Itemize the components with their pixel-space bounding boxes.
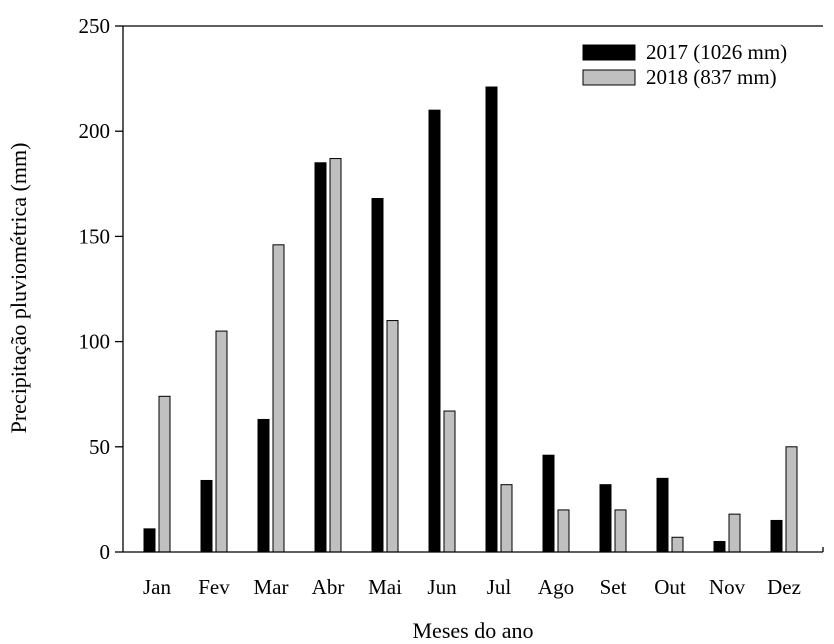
legend-label: 2017 (1026 mm) xyxy=(646,40,787,64)
bar-s1-out xyxy=(656,477,669,553)
x-tick-label: Dez xyxy=(767,575,801,599)
x-tick-label: Mar xyxy=(254,575,289,599)
bar-s1-jul xyxy=(485,86,498,553)
x-tick-label: Jun xyxy=(427,575,457,599)
bar-s1-abr xyxy=(314,162,327,553)
bar-s2-jan xyxy=(158,395,171,553)
x-tick-label: Fev xyxy=(198,575,230,599)
bar-s1-nov xyxy=(713,540,726,553)
bar-s1-dez xyxy=(770,519,783,553)
bar-s2-dez xyxy=(785,446,798,553)
y-tick-label: 150 xyxy=(79,224,111,248)
bar-s1-ago xyxy=(542,454,555,553)
x-tick-label: Jul xyxy=(487,575,512,599)
bar-s1-jun xyxy=(428,109,441,553)
y-axis-title: Precipitação pluviométrica (mm) xyxy=(6,143,31,434)
bar-s1-jan xyxy=(143,528,156,553)
bar-s1-set xyxy=(599,484,612,553)
legend-swatch xyxy=(582,69,636,86)
bar-s1-mai xyxy=(371,198,384,553)
x-tick-label: Jan xyxy=(143,575,171,599)
bar-s2-fev xyxy=(215,330,228,553)
bar-s2-jun xyxy=(443,410,456,553)
bar-s2-nov xyxy=(728,513,741,553)
bar-s2-set xyxy=(614,509,627,553)
x-tick-label: Abr xyxy=(312,575,345,599)
y-tick-label: 200 xyxy=(79,119,111,143)
legend: 2017 (1026 mm)2018 (837 mm) xyxy=(582,40,787,89)
x-tick-label: Nov xyxy=(709,575,746,599)
bar-s1-fev xyxy=(200,479,213,553)
bar-s2-mar xyxy=(272,244,285,553)
legend-swatch xyxy=(582,44,636,61)
x-tick-label: Ago xyxy=(538,575,574,599)
x-tick-label: Set xyxy=(600,575,627,599)
axes-layer: 0 50 100 150 200 250 Jan Fev Mar Abr Mai Jun Jul Ago S… xyxy=(79,14,824,599)
bar-s1-mar xyxy=(257,418,270,553)
bars-layer xyxy=(143,86,798,553)
bar-s2-abr xyxy=(329,158,342,553)
y-tick-label: 0 xyxy=(100,540,111,564)
y-tick-label: 100 xyxy=(79,330,111,354)
y-tick-label: 50 xyxy=(89,435,110,459)
y-tick-label: 250 xyxy=(79,14,111,38)
bar-s2-jul xyxy=(500,484,513,553)
bar-s2-ago xyxy=(557,509,570,553)
bar-s2-mai xyxy=(386,320,399,553)
legend-label: 2018 (837 mm) xyxy=(646,65,777,89)
bar-s2-out xyxy=(671,536,684,553)
x-tick-label: Out xyxy=(654,575,686,599)
x-axis-title: Meses do ano xyxy=(413,618,534,643)
x-tick-label: Mai xyxy=(368,575,402,599)
